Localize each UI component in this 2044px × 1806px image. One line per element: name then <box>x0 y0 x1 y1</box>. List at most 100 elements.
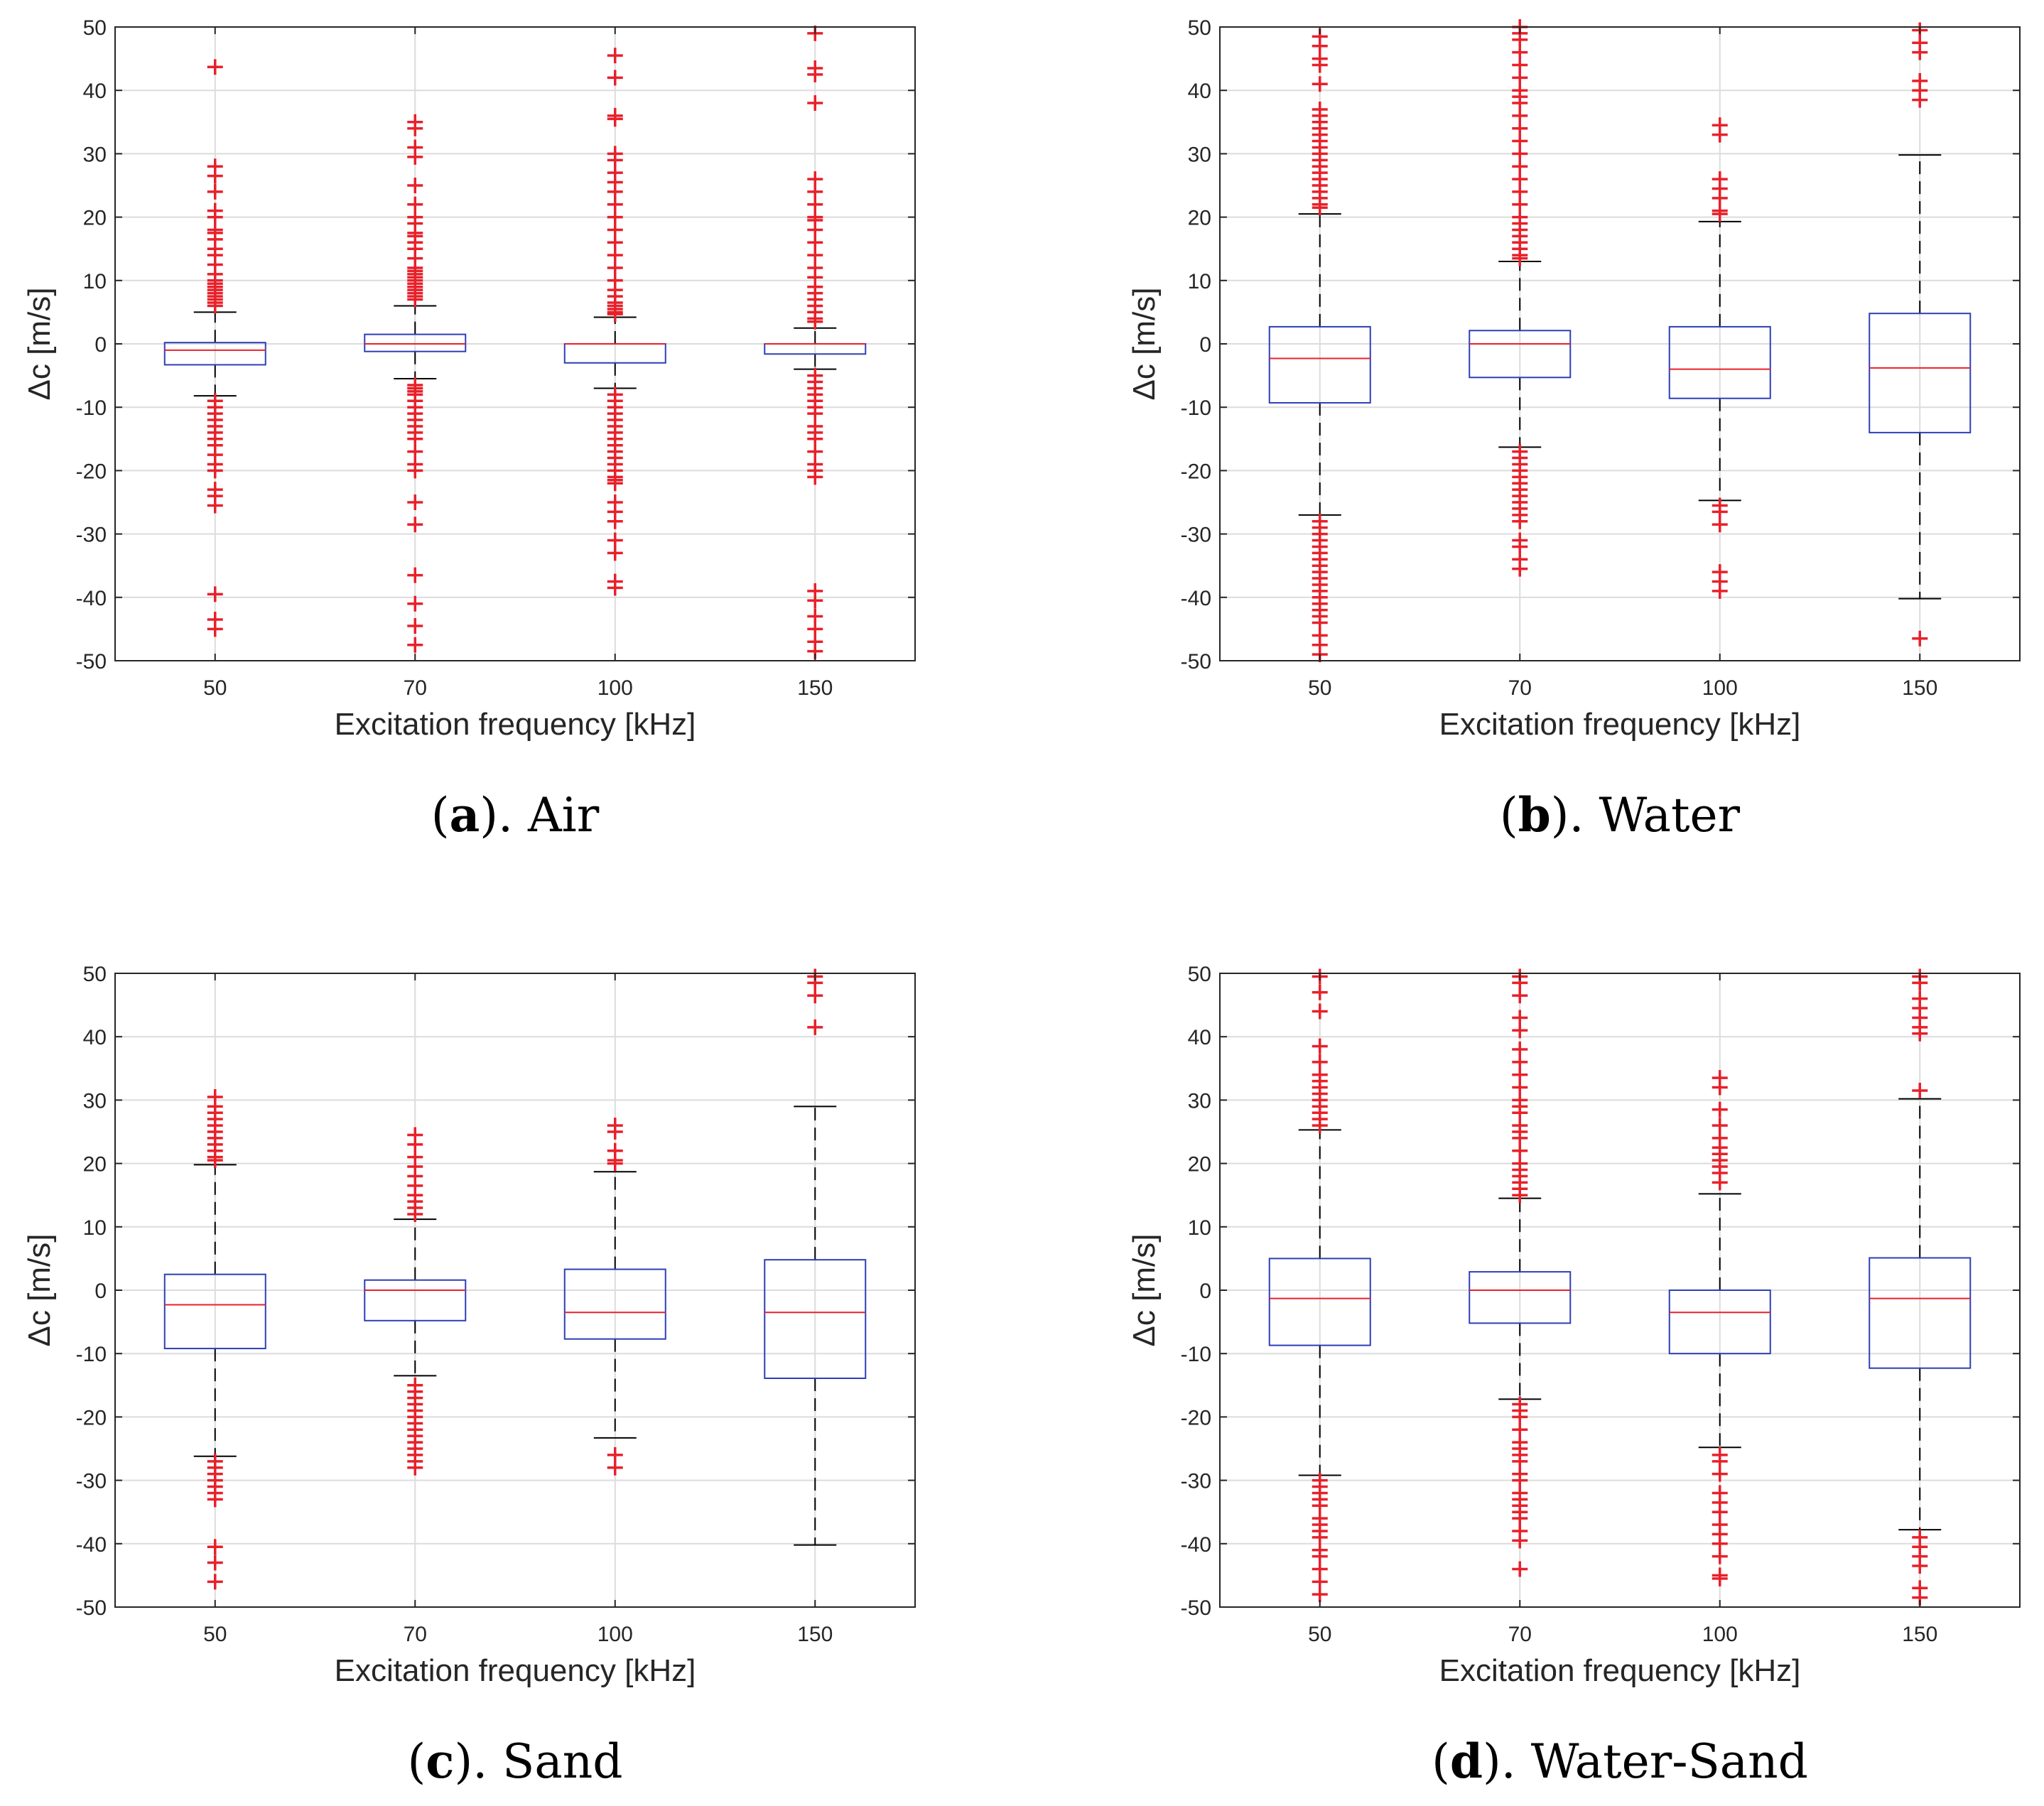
panel-caption: (d). Water-Sand <box>1432 1734 1808 1789</box>
x-axis-label: Excitation frequency [kHz] <box>335 707 696 742</box>
outlier-marker <box>807 988 823 1004</box>
box-50 <box>163 59 266 637</box>
x-tick-label: 150 <box>797 676 833 700</box>
outlier-marker <box>407 617 423 634</box>
panel-caption: (a). Air <box>431 787 600 843</box>
caption-close-paren: ) <box>1551 788 1569 843</box>
outlier-marker <box>207 183 223 200</box>
x-tick-label: 100 <box>597 1623 633 1646</box>
y-tick-label: 50 <box>83 16 107 40</box>
outlier-marker <box>207 463 223 479</box>
y-tick-label: 30 <box>83 1089 107 1113</box>
outlier-marker <box>1912 44 1928 60</box>
outlier-marker <box>1512 1187 1528 1204</box>
caption-letter: d <box>1450 1734 1483 1789</box>
outlier-marker <box>1512 250 1528 266</box>
box-100 <box>563 48 666 596</box>
outlier-marker <box>1312 76 1328 92</box>
caption-letter: b <box>1518 787 1551 843</box>
outlier-marker <box>1912 1558 1928 1574</box>
caption-text: . Water <box>1569 788 1741 843</box>
panel-water-sand: -50 -40 -30 -20 -10 0 10 20 30 40 50 50 70 100 150 Exci… <box>1127 963 2021 1789</box>
panel-caption: (c). Sand <box>408 1734 623 1789</box>
x-tick-label: 100 <box>1702 1623 1738 1646</box>
x-tick-label: 150 <box>1902 1623 1937 1646</box>
caption-open-paren: ( <box>1500 788 1518 843</box>
outlier-marker <box>607 513 623 529</box>
box-100 <box>1668 117 1771 599</box>
caption-open-paren: ( <box>431 788 450 843</box>
x-tick-label: 50 <box>1308 676 1331 700</box>
y-tick-label: 40 <box>83 80 107 103</box>
outlier-marker <box>407 1459 423 1476</box>
iqr-box <box>1469 1271 1572 1324</box>
box-70 <box>364 114 467 653</box>
outlier-marker <box>1712 1466 1728 1482</box>
outlier-marker <box>1912 1025 1928 1042</box>
outlier-marker <box>407 1206 423 1222</box>
y-tick-label: -20 <box>1181 1406 1211 1429</box>
outlier-marker <box>1312 1003 1328 1020</box>
outlier-marker <box>207 621 223 637</box>
outlier-marker <box>407 463 423 479</box>
box-150 <box>764 968 867 1546</box>
caption-letter: a <box>449 787 480 843</box>
y-tick-label: 30 <box>1188 143 1211 166</box>
y-tick-label: 40 <box>83 1026 107 1049</box>
outlier-marker <box>607 1459 623 1476</box>
iqr-box <box>563 1268 666 1340</box>
outlier-marker <box>607 475 623 492</box>
outlier-marker <box>1312 1038 1328 1054</box>
x-tick-label: 70 <box>404 1623 427 1646</box>
y-tick-label: 40 <box>1188 1026 1211 1049</box>
outlier-marker <box>607 580 623 596</box>
outlier-marker <box>607 306 623 323</box>
y-tick-label: 30 <box>83 143 107 166</box>
caption-text: . Sand <box>472 1734 622 1789</box>
y-tick-label: -40 <box>76 587 107 610</box>
iqr-box <box>1469 330 1572 379</box>
box-50 <box>1268 968 1371 1603</box>
y-axis-label: Δc [m/s] <box>22 288 57 401</box>
iqr-box <box>364 1279 467 1321</box>
y-tick-label: -10 <box>76 1343 107 1366</box>
y-tick-label: -20 <box>76 460 107 483</box>
caption-open-paren: ( <box>408 1734 426 1789</box>
outlier-marker <box>207 1554 223 1571</box>
outlier-marker <box>607 48 623 64</box>
outlier-marker <box>1312 200 1328 216</box>
y-tick-label: -20 <box>1181 460 1211 483</box>
iqr-box <box>163 342 266 366</box>
y-tick-label: -40 <box>1181 587 1211 610</box>
outlier-marker <box>1512 1561 1528 1577</box>
iqr-box <box>1268 1258 1371 1346</box>
outlier-marker <box>807 1019 823 1035</box>
y-tick-label: -30 <box>76 1470 107 1493</box>
outlier-marker <box>1712 1570 1728 1586</box>
y-tick-label: -40 <box>76 1533 107 1557</box>
outlier-marker <box>407 637 423 653</box>
outlier-marker <box>207 59 223 75</box>
outlier-marker <box>1512 988 1528 1004</box>
y-tick-label: 10 <box>83 270 107 293</box>
caption-close-paren: ) <box>454 1734 472 1789</box>
outlier-marker <box>607 70 623 86</box>
outlier-marker <box>1712 583 1728 599</box>
y-tick-label: -30 <box>1181 1470 1211 1493</box>
caption-close-paren: ) <box>480 788 498 843</box>
outlier-marker <box>207 1491 223 1508</box>
caption-close-paren: ) <box>1483 1734 1501 1789</box>
iqr-box <box>1668 1289 1771 1355</box>
caption-text: . Air <box>498 788 600 843</box>
outlier-marker <box>1712 206 1728 222</box>
y-tick-label: 20 <box>83 207 107 230</box>
y-tick-label: -20 <box>76 1406 107 1429</box>
outlier-marker <box>807 66 823 82</box>
outlier-marker <box>1512 561 1528 577</box>
y-tick-label: 10 <box>1188 270 1211 293</box>
outlier-marker <box>207 1152 223 1169</box>
outlier-marker <box>1512 1532 1528 1549</box>
box-70 <box>1469 19 1572 577</box>
box-150 <box>764 25 867 659</box>
